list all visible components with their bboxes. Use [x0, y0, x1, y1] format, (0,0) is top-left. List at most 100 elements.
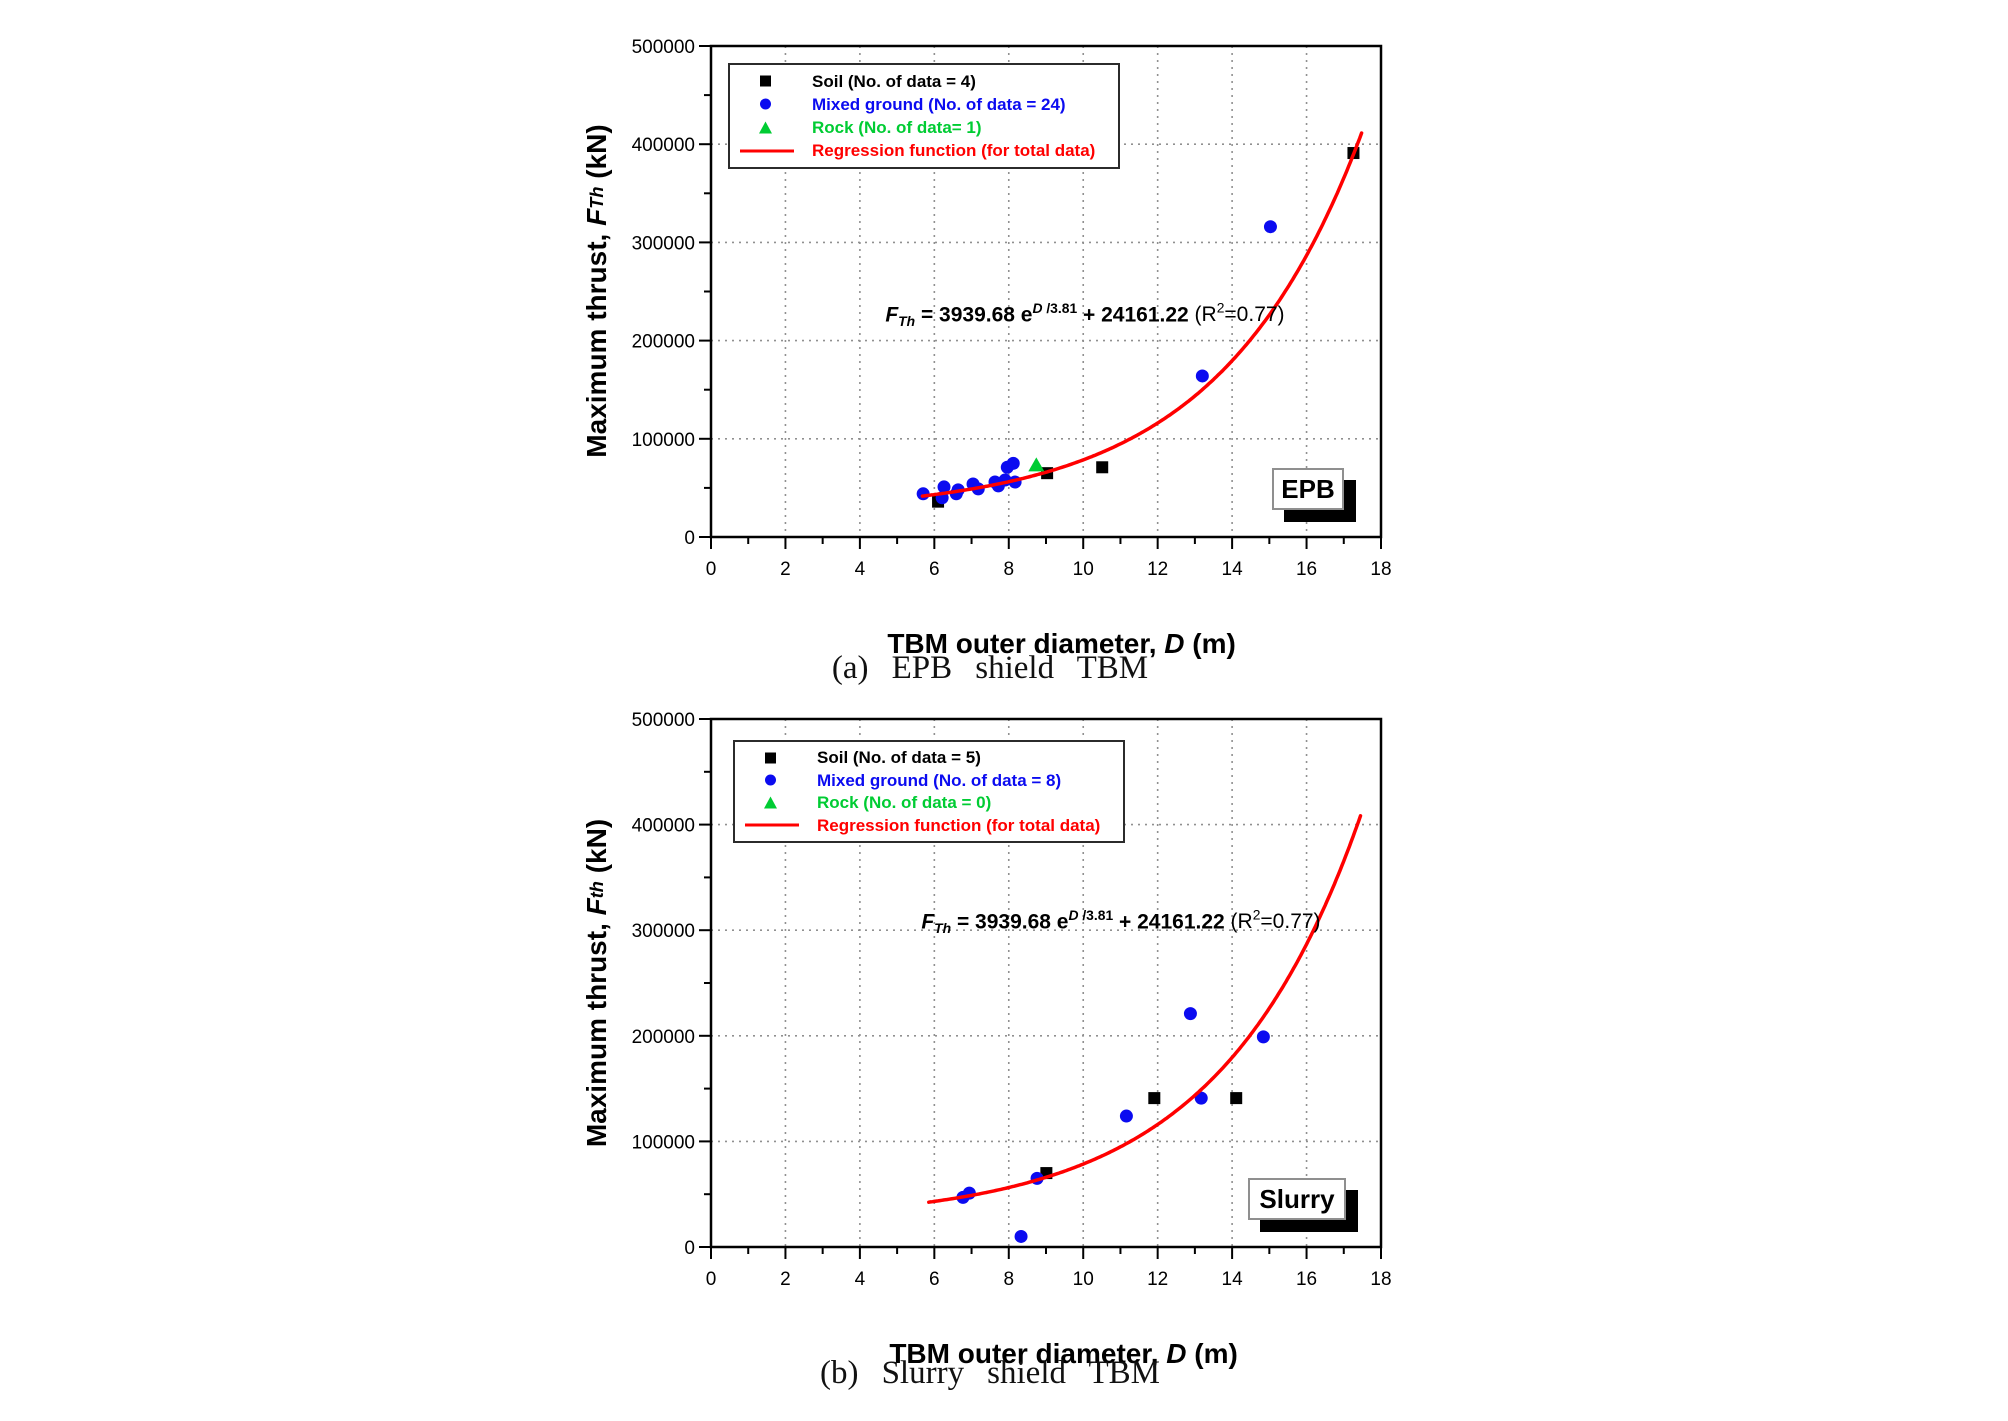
legend-circle-icon [760, 98, 771, 110]
data-point-soil [1148, 1092, 1161, 1105]
y-axis-symbol: F [581, 898, 612, 916]
caption-epb: (a) EPB shield TBM [831, 650, 1149, 686]
y-tick-label: 300000 [632, 233, 695, 254]
equation-r-prefix: (R [1194, 303, 1217, 327]
equation-tail: + 24161.22 [1077, 303, 1195, 327]
equation-exp-var: D [1032, 300, 1043, 316]
x-tick-label: 2 [780, 1269, 791, 1290]
legend-label: Soil (No. of data = 5) [817, 748, 981, 768]
equation-mid: = 3939.68 e [915, 303, 1033, 327]
x-tick-label: 2 [780, 559, 791, 580]
legend-label: Soil (No. of data = 4) [812, 71, 976, 91]
x-tick-label: 0 [706, 1269, 717, 1290]
equation-lhs-sub: Th [898, 312, 916, 329]
legend-label: Mixed ground (No. of data = 8) [817, 770, 1062, 790]
legend-item: Soil (No. of data = 5) [739, 749, 1119, 767]
x-tick-label: 16 [1296, 1269, 1317, 1290]
x-tick-label: 0 [706, 559, 717, 580]
plot-frame [709, 44, 1383, 539]
x-tick-label: 12 [1147, 1269, 1168, 1290]
equation-exp-rest: /3.81 [1042, 300, 1078, 316]
equation-lhs: F [885, 303, 899, 327]
legend-item: Rock (No. of data = 0) [739, 794, 1119, 812]
data-point-mixed-ground [1014, 1229, 1028, 1243]
y-tick-label: 200000 [632, 332, 695, 353]
y-tick-label: 200000 [632, 1027, 695, 1048]
legend-item: Mixed ground (No. of data = 8) [739, 771, 1119, 789]
x-axis-title-epb: TBM outer diameter, D (m) [696, 596, 1396, 692]
equation-mid: = 3939.68 e [951, 910, 1069, 934]
y-tick-label: 400000 [632, 135, 695, 156]
x-tick-label: 12 [1147, 559, 1168, 580]
x-tick-label: 4 [855, 1269, 866, 1290]
equation-exp-rest: /3.81 [1078, 907, 1114, 923]
legend-item: Soil (No. of data = 4) [734, 72, 1114, 90]
legend-item: Regression function (for total data) [734, 142, 1114, 160]
y-axis-unit: (kN) [581, 124, 612, 187]
legend-triangle-icon [764, 796, 777, 809]
legend-item: Rock (No. of data= 1) [734, 119, 1114, 137]
x-tick-label: 18 [1370, 559, 1391, 580]
y-axis-subscript: th [586, 881, 607, 899]
x-tick-label: 10 [1073, 559, 1094, 580]
y-tick-label: 100000 [632, 430, 695, 451]
y-axis-unit: (kN) [581, 818, 612, 882]
x-tick-label: 8 [1003, 559, 1014, 580]
y-axis-title-text: Maximum thrust, [581, 915, 612, 1148]
x-tick-label: 16 [1296, 559, 1317, 580]
y-axis-title-epb: Maximum thrust, F Th (kN) [579, 11, 615, 571]
caption-slurry: (b) Slurry shield TBM [819, 1355, 1161, 1391]
x-axis-title-slurry: TBM outer diameter, D (m) [698, 1306, 1398, 1402]
data-point-rock [1028, 457, 1045, 472]
regression-equation-epb: FTh = 3939.68 eD /3.81 + 24161.22 (R2=0.… [862, 276, 1285, 353]
data-point-mixed-ground [1183, 1007, 1197, 1021]
equation-lhs-sub: Th [934, 919, 952, 936]
legend-label: Mixed ground (No. of data = 24) [812, 94, 1066, 114]
equation-lhs: F [921, 910, 935, 934]
y-tick-label: 100000 [632, 1132, 695, 1153]
legend-slurry: Soil (No. of data = 5) Mixed ground (No. … [733, 740, 1125, 843]
x-axis-symbol: D [1166, 1338, 1187, 1369]
equation-exp-var: D [1068, 907, 1079, 923]
x-tick-label: 10 [1073, 1269, 1094, 1290]
y-tick-label: 300000 [632, 921, 695, 942]
y-axis-title-text: Maximum thrust, [581, 225, 612, 458]
equation-r-suffix: =0.77) [1224, 303, 1285, 327]
data-point-mixed-ground [1256, 1030, 1270, 1044]
legend-label: Regression function (for total data) [812, 141, 1096, 161]
x-tick-label: 6 [929, 1269, 940, 1290]
regression-curve [920, 131, 1364, 498]
legend-label: Regression function (for total data) [817, 815, 1101, 835]
y-tick-label: 500000 [632, 37, 695, 58]
data-point-mixed-ground [1119, 1109, 1133, 1123]
equation-r-sup: 2 [1252, 907, 1261, 923]
regression-curve [927, 814, 1363, 1204]
x-tick-label: 6 [929, 559, 940, 580]
plot-frame [709, 717, 1383, 1249]
y-axis-subscript: Th [586, 186, 607, 209]
legend-epb: Soil (No. of data = 4) Mixed ground (No. … [728, 63, 1120, 169]
legend-triangle-icon [759, 121, 772, 134]
x-tick-label: 18 [1370, 1269, 1391, 1290]
legend-item: Regression function (for total data) [739, 816, 1119, 834]
data-point-mixed-ground [937, 480, 951, 494]
badge-epb: EPB [1272, 468, 1344, 510]
x-tick-label: 14 [1222, 1269, 1244, 1290]
legend-label: Rock (No. of data= 1) [812, 118, 982, 138]
x-axis-unit: (m) [1186, 1338, 1238, 1369]
x-axis-title-text: TBM outer diameter, [887, 628, 1165, 659]
equation-r-sup: 2 [1216, 300, 1225, 316]
y-tick-label: 0 [684, 528, 695, 549]
regression-equation-slurry: FTh = 3939.68 eD /3.81 + 24161.22 (R2=0.… [898, 883, 1321, 960]
legend-square-icon [760, 75, 771, 87]
equation-r-suffix: =0.77) [1260, 910, 1321, 934]
badge-slurry: Slurry [1248, 1178, 1346, 1220]
legend-circle-icon [765, 774, 776, 786]
x-axis-unit: (m) [1184, 628, 1236, 659]
data-point-soil [1096, 461, 1109, 474]
legend-square-icon [765, 752, 776, 764]
legend-label: Rock (No. of data = 0) [817, 793, 992, 813]
data-point-mixed-ground [1195, 369, 1209, 383]
